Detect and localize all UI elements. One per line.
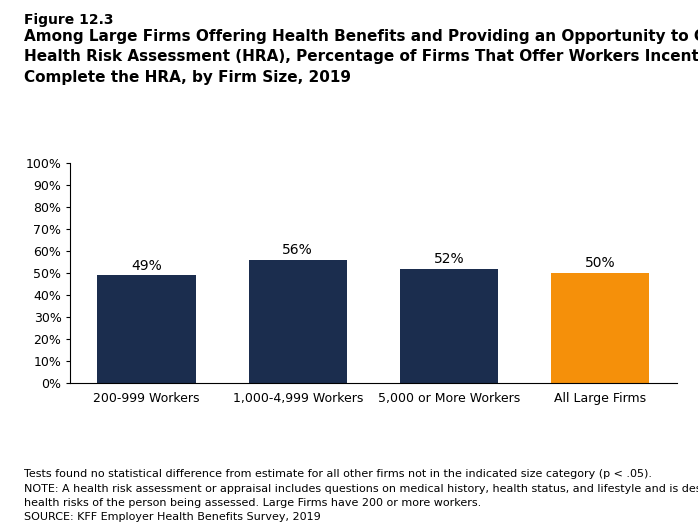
Text: Tests found no statistical difference from estimate for all other firms not in t: Tests found no statistical difference fr… — [24, 469, 698, 522]
Text: Among Large Firms Offering Health Benefits and Providing an Opportunity to Compl: Among Large Firms Offering Health Benefi… — [24, 29, 698, 85]
Text: 56%: 56% — [283, 243, 313, 257]
Bar — [400, 269, 498, 383]
Text: Figure 12.3: Figure 12.3 — [24, 13, 114, 27]
Text: 52%: 52% — [433, 252, 464, 266]
Bar — [551, 273, 649, 383]
Bar — [98, 275, 195, 383]
Bar — [248, 260, 347, 383]
Text: 50%: 50% — [585, 256, 616, 270]
Text: 49%: 49% — [131, 258, 162, 272]
